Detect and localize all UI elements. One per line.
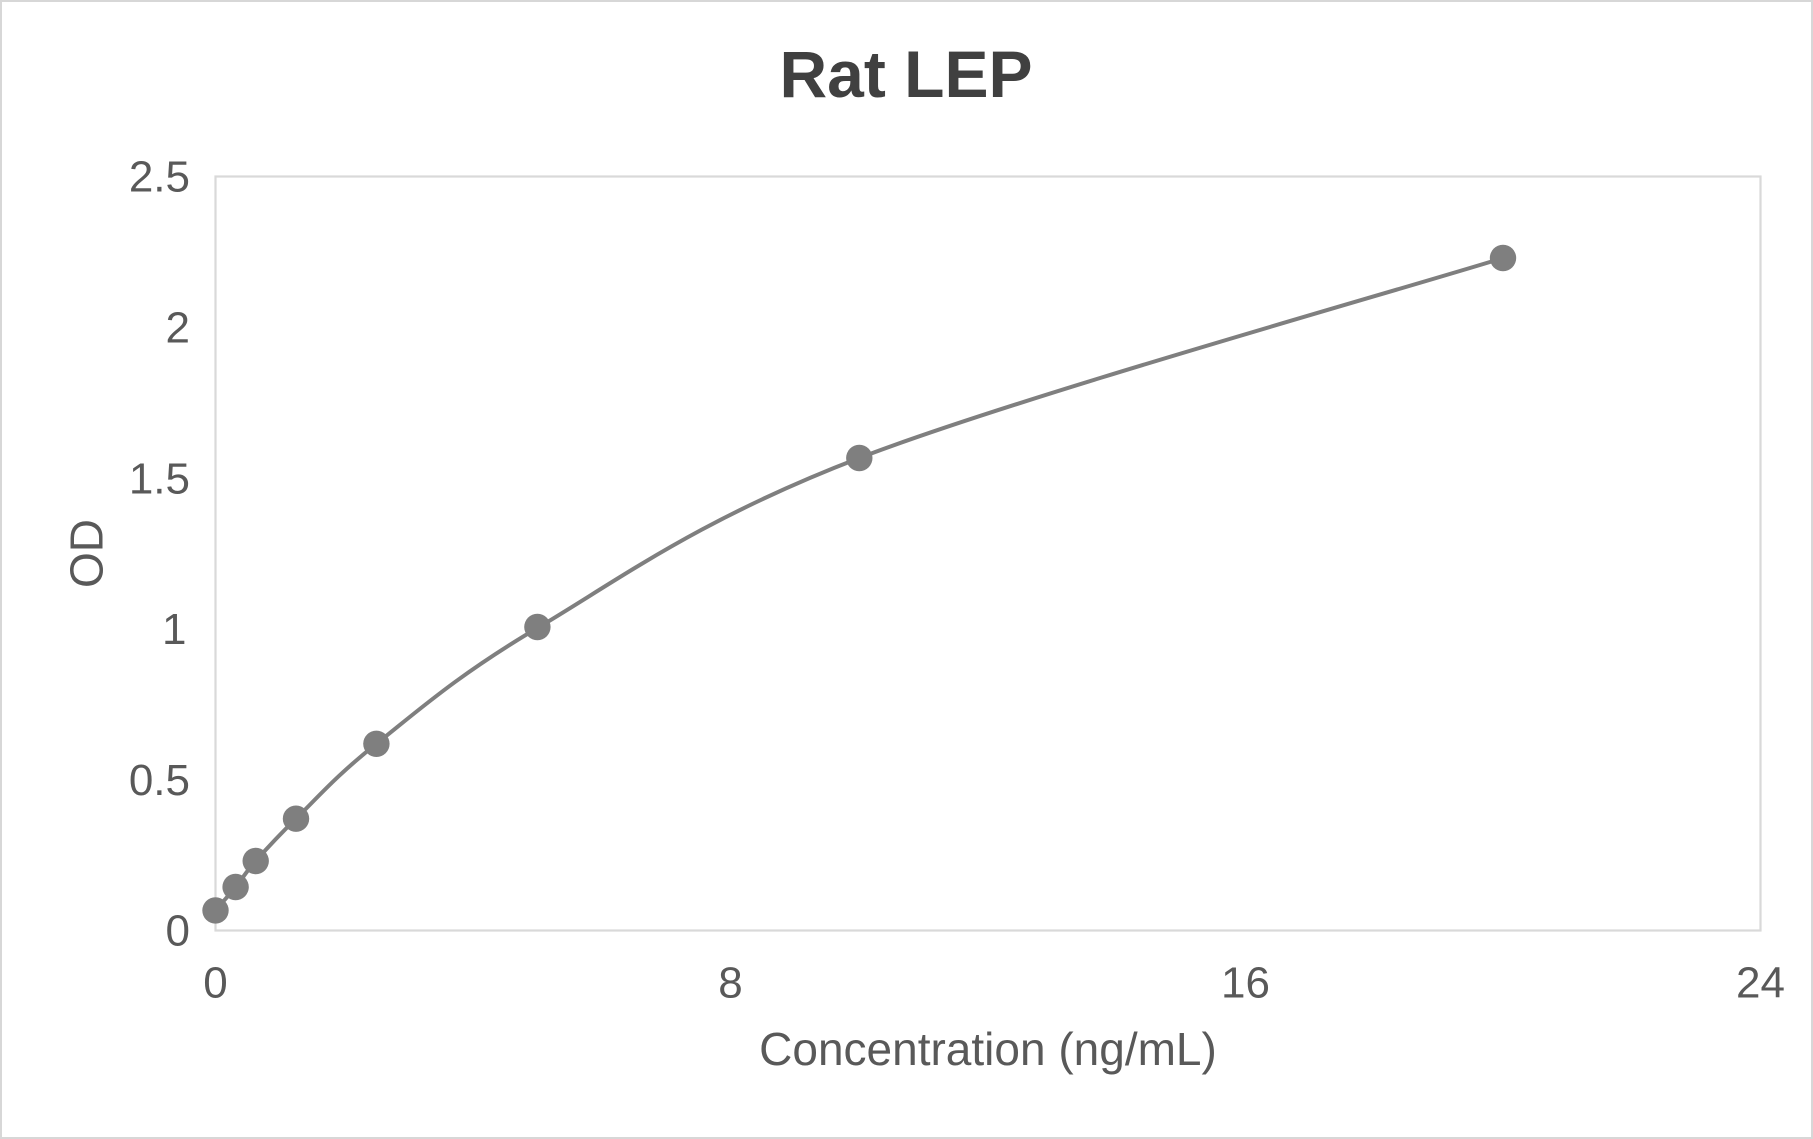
- svg-text:8: 8: [718, 959, 742, 1008]
- svg-text:0: 0: [166, 907, 190, 956]
- svg-text:0.5: 0.5: [129, 756, 190, 805]
- svg-text:1: 1: [162, 605, 186, 654]
- svg-text:2.5: 2.5: [129, 153, 190, 202]
- svg-text:Rat LEP: Rat LEP: [779, 37, 1032, 111]
- svg-text:OD: OD: [61, 519, 113, 588]
- svg-text:1.5: 1.5: [129, 454, 190, 503]
- svg-text:16: 16: [1221, 959, 1270, 1008]
- svg-text:2: 2: [166, 304, 190, 353]
- svg-text:24: 24: [1736, 959, 1785, 1008]
- svg-text:Concentration (ng/mL): Concentration (ng/mL): [759, 1023, 1217, 1075]
- svg-text:0: 0: [203, 959, 227, 1008]
